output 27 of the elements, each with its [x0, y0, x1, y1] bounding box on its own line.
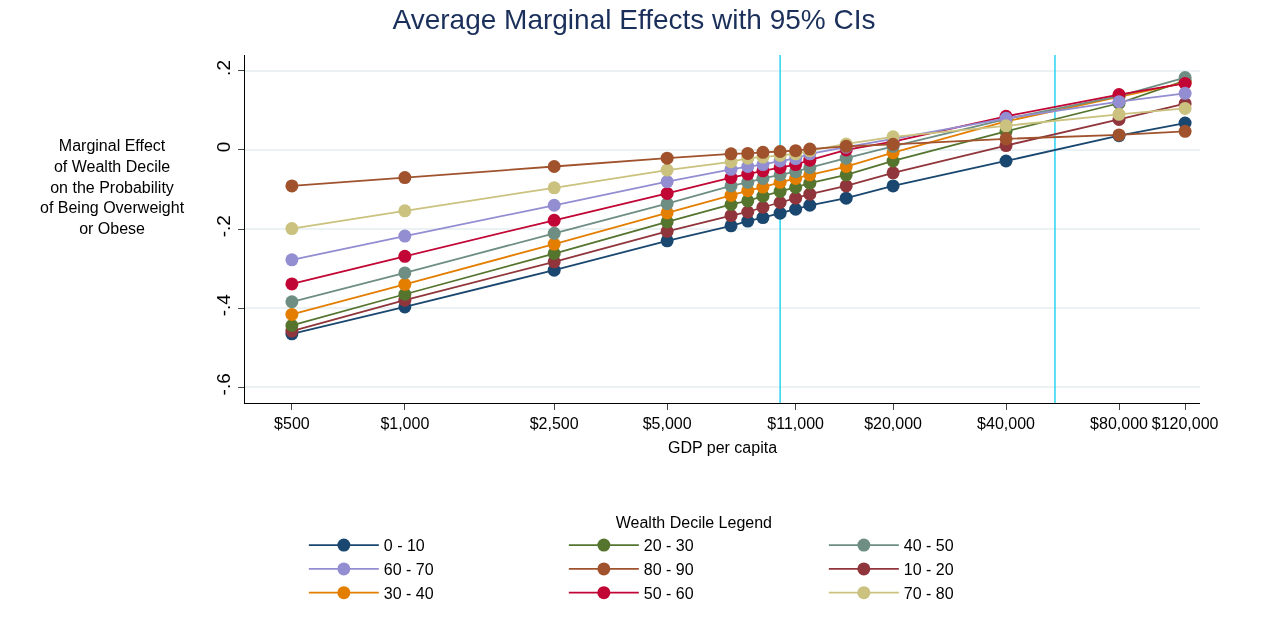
y-axis-title: Marginal Effect of Wealth Decile on the Probability of Being Overweight or Obese: [40, 137, 185, 238]
legend-label: 30 - 40: [383, 584, 434, 602]
x-tick-label: $80,000: [1090, 415, 1149, 433]
y-tick-label: -.2: [213, 215, 235, 238]
legend-label: 20 - 30: [643, 537, 694, 555]
legend-label: 80 - 90: [643, 561, 694, 579]
x-tick-label: $40,000: [977, 415, 1036, 433]
x-tick-label: $2,500: [529, 415, 579, 433]
y-tick-label: -.4: [213, 293, 235, 317]
x-tick-label: $5,000: [642, 415, 692, 433]
x-tick-label: $11,000: [767, 415, 825, 433]
legend-label: 60 - 70: [383, 561, 434, 579]
legend-label: 10 - 20: [903, 561, 954, 579]
x-tick-label: $1,000: [380, 415, 430, 433]
x-tick-label: $120,000: [1151, 415, 1219, 433]
legend-title: Wealth Decile Legend: [615, 514, 772, 532]
y-tick-label: 0: [213, 141, 235, 153]
chart-title: Average Marginal Effects with 95% CIs: [392, 3, 876, 35]
y-tick-label: .2: [213, 60, 235, 76]
x-tick-label: $20,000: [864, 415, 923, 433]
legend-label: 40 - 50: [903, 537, 954, 555]
legend-label: 70 - 80: [903, 584, 954, 602]
y-tick-label: -.6: [213, 373, 235, 396]
legend-label: 50 - 60: [643, 584, 694, 602]
x-tick-label: $500: [274, 415, 310, 433]
legend-label: 0 - 10: [383, 537, 425, 555]
x-axis-title: GDP per capita: [667, 438, 778, 456]
